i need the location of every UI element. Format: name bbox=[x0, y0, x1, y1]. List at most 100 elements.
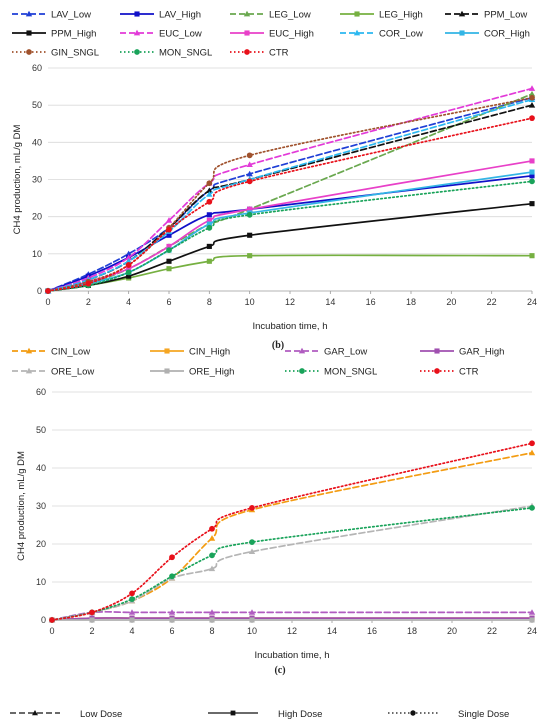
data-point bbox=[169, 554, 175, 561]
data-point bbox=[166, 243, 172, 249]
data-point bbox=[247, 253, 253, 259]
legend-entry: LAV_Low bbox=[12, 10, 91, 21]
series-line bbox=[47, 174, 533, 292]
legend-label: CIN_High bbox=[189, 347, 230, 358]
legend-swatch-marker bbox=[134, 49, 140, 55]
data-point bbox=[209, 617, 215, 623]
x-tick-label: 16 bbox=[367, 626, 377, 636]
series-line bbox=[47, 160, 533, 292]
x-tick-label: 6 bbox=[169, 626, 174, 636]
data-point bbox=[528, 101, 536, 108]
data-point bbox=[246, 178, 253, 185]
data-point bbox=[125, 250, 132, 257]
y-tick-label: 0 bbox=[37, 286, 42, 296]
legend-entry: COR_Low bbox=[340, 29, 423, 40]
y-axis-label: CH4 production, mL/g DM bbox=[16, 451, 27, 561]
x-axis-label: Incubation time, h bbox=[253, 321, 328, 332]
data-point bbox=[529, 158, 535, 164]
y-tick-label: 40 bbox=[32, 137, 42, 147]
data-point bbox=[249, 505, 255, 511]
data-point bbox=[125, 262, 132, 268]
dose-legend-marker bbox=[230, 710, 236, 716]
legend-swatch-marker bbox=[353, 29, 361, 36]
data-point bbox=[248, 548, 256, 554]
x-tick-label: 14 bbox=[325, 297, 335, 307]
legend-label: LEG_Low bbox=[269, 10, 311, 21]
x-tick-label: 12 bbox=[285, 297, 295, 307]
legend-label: ORE_Low bbox=[51, 367, 94, 378]
data-point bbox=[206, 221, 212, 227]
data-point bbox=[166, 266, 172, 272]
legend-entry: MON_SNGL bbox=[285, 367, 377, 378]
legend-swatch-marker bbox=[434, 368, 440, 374]
data-point bbox=[166, 232, 172, 238]
x-tick-label: 8 bbox=[207, 297, 212, 307]
y-tick-label: 10 bbox=[36, 577, 46, 587]
x-tick-label: 10 bbox=[247, 626, 257, 636]
legend-entry: LEG_Low bbox=[230, 10, 311, 21]
legend-label: PPM_Low bbox=[484, 10, 527, 21]
x-axis-label: Incubation time, h bbox=[255, 650, 330, 661]
data-point bbox=[206, 224, 213, 231]
series-EUC_High bbox=[45, 158, 535, 294]
data-point bbox=[246, 152, 253, 159]
data-point bbox=[208, 609, 216, 615]
data-point bbox=[49, 617, 55, 623]
data-point bbox=[528, 85, 536, 91]
data-point bbox=[126, 273, 132, 279]
legend-swatch-marker bbox=[244, 49, 250, 55]
data-point bbox=[208, 535, 216, 541]
y-tick-label: 50 bbox=[36, 425, 46, 435]
y-tick-label: 20 bbox=[36, 539, 46, 549]
data-point bbox=[246, 170, 253, 177]
legend-entry: GAR_Low bbox=[285, 347, 367, 358]
legend-label: MON_SNGL bbox=[159, 48, 212, 59]
y-tick-label: 0 bbox=[41, 615, 46, 625]
x-tick-label: 22 bbox=[487, 626, 497, 636]
legend-swatch-marker bbox=[25, 347, 33, 354]
legend-swatch-marker bbox=[164, 348, 170, 354]
legend-entry: LAV_High bbox=[120, 10, 201, 21]
data-point bbox=[247, 232, 253, 238]
series-line bbox=[51, 451, 533, 621]
data-point bbox=[166, 247, 172, 253]
legend-swatch-marker bbox=[299, 368, 305, 374]
legend-entry: LEG_High bbox=[340, 10, 423, 21]
legend-label: COR_Low bbox=[379, 29, 423, 40]
x-tick-label: 4 bbox=[129, 626, 134, 636]
x-tick-label: 8 bbox=[209, 626, 214, 636]
legend-swatch-marker bbox=[26, 30, 32, 36]
x-tick-label: 12 bbox=[287, 626, 297, 636]
data-point bbox=[206, 187, 213, 194]
legend-entry: GAR_High bbox=[420, 347, 504, 358]
legend-label: CIN_Low bbox=[51, 347, 90, 358]
legend-swatch-marker bbox=[244, 30, 250, 36]
data-point bbox=[529, 253, 535, 259]
y-tick-label: 30 bbox=[36, 501, 46, 511]
data-point bbox=[248, 609, 256, 615]
x-tick-label: 6 bbox=[166, 297, 171, 307]
legend-label: CTR bbox=[269, 48, 289, 59]
data-point bbox=[89, 617, 95, 623]
data-point bbox=[206, 212, 212, 218]
y-axis-label: CH4 production, mL/g DM bbox=[12, 125, 23, 235]
y-tick-label: 10 bbox=[32, 249, 42, 259]
y-tick-label: 60 bbox=[32, 63, 42, 73]
legend-entry: CTR bbox=[420, 367, 479, 378]
legend-entry: GIN_SNGL bbox=[12, 48, 99, 59]
series-PPM_High bbox=[45, 201, 535, 294]
series-line bbox=[51, 442, 533, 621]
data-point bbox=[528, 90, 536, 97]
x-tick-label: 2 bbox=[86, 297, 91, 307]
data-point bbox=[528, 449, 536, 456]
x-tick-label: 2 bbox=[89, 626, 94, 636]
legend-entry: ORE_Low bbox=[12, 367, 94, 378]
legend-label: GAR_High bbox=[459, 347, 504, 358]
data-point bbox=[529, 617, 535, 623]
y-tick-label: 40 bbox=[36, 463, 46, 473]
x-tick-label: 10 bbox=[245, 297, 255, 307]
legend-swatch-marker bbox=[459, 30, 465, 36]
x-tick-label: 24 bbox=[527, 297, 537, 307]
